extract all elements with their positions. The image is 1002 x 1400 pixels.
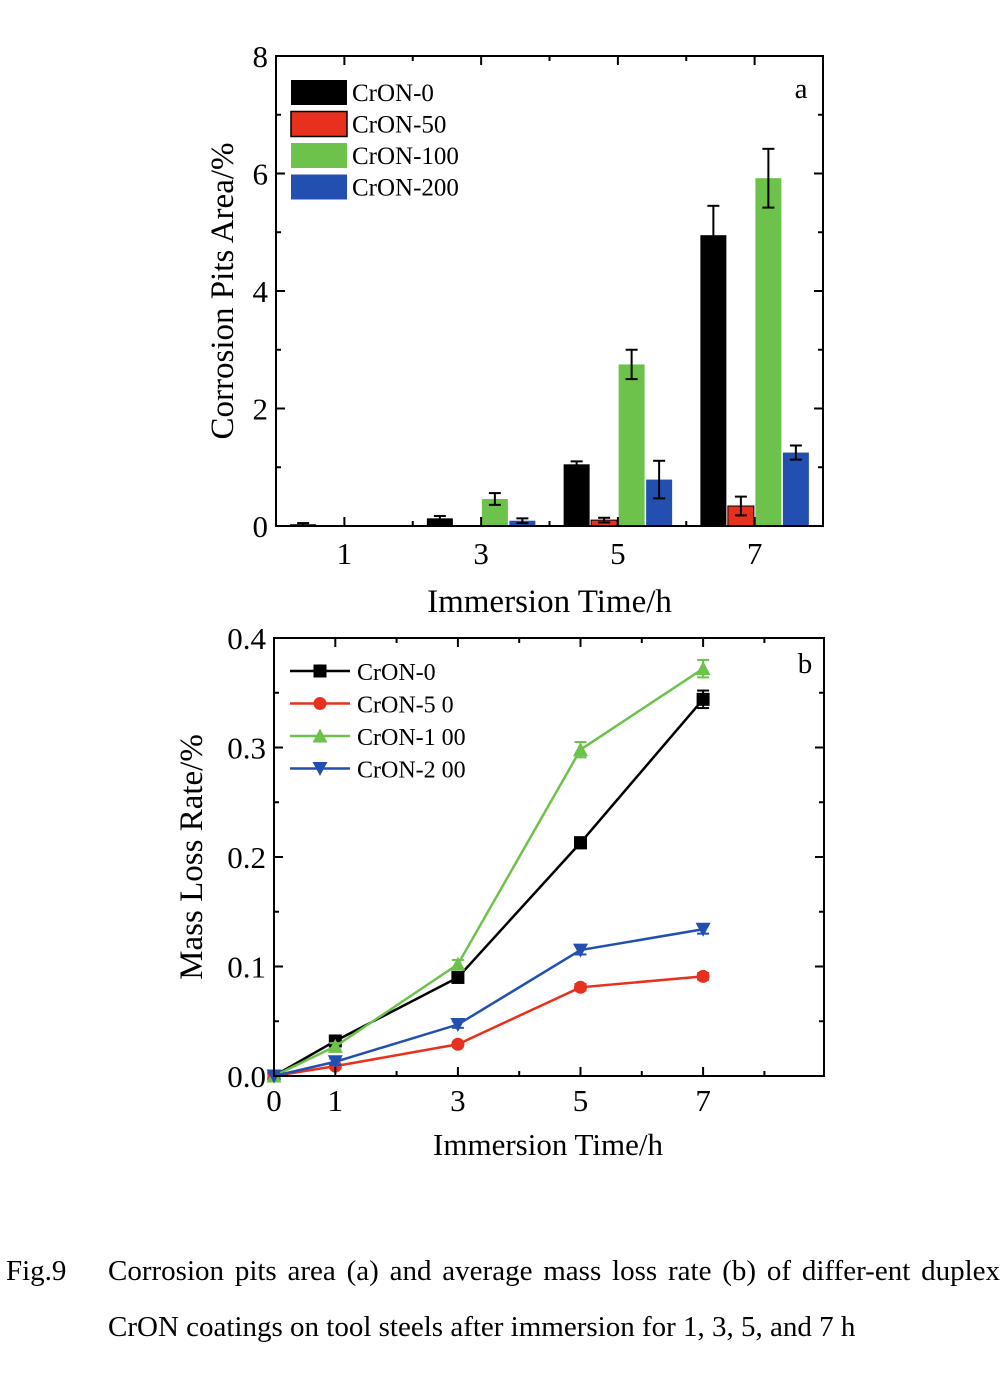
y-tick-label-0.4: 0.4 [227,621,266,656]
x-axis-label: Immersion Time/h [427,584,672,620]
legend-label-cron-50: CrON-50 [352,112,446,139]
legend-label-cron-0: CrON-0 [352,80,434,107]
legend-marker-cron-50 [313,697,327,710]
marker-cron-50-t7 [696,969,710,983]
bar-cron-0-t3 [426,518,453,526]
y-tick-label-2: 2 [253,392,269,427]
x-axis-label: Immersion Time/h [433,1127,663,1162]
x-tick-label-1: 1 [337,536,353,571]
figure-caption: Fig.9 Corrosion pits area (a) and averag… [6,1243,1000,1355]
y-tick-label-0.0: 0.0 [227,1059,266,1094]
y-tick-label-4: 4 [253,274,269,309]
legend-swatch-cron-100 [291,143,347,168]
legend-swatch-cron-50 [290,110,348,138]
x-tick-label-5: 5 [610,536,626,571]
marker-cron-100-t3 [450,956,466,971]
series-line-cron-100 [273,667,704,1078]
legend-marker-cron-200 [312,762,328,776]
x-tick-label-7: 7 [747,536,763,571]
x-tick-label-3: 3 [450,1083,466,1118]
y-axis-label: Mass Loss Rate/% [174,734,210,980]
marker-cron-0-t7 [696,692,710,706]
x-tick-label-1: 1 [328,1083,344,1118]
caption-text: Corrosion pits area (a) and average mass… [108,1255,1000,1343]
series-line-cron-0 [273,698,705,1078]
x-tick-label-5: 5 [573,1083,589,1118]
marker-cron-50-t3 [451,1037,465,1051]
marker-cron-200-t3 [450,1018,466,1033]
marker-cron-0-t5 [574,836,587,850]
x-tick-label-0: 0 [266,1083,282,1118]
legend-marker-cron-100 [312,728,328,743]
legend-swatch-cron-200 [291,174,347,200]
legend-label-cron-200: CrON-2 00 [357,758,466,784]
caption-label: Fig.9 [6,1255,67,1287]
x-tick-label-7: 7 [695,1083,711,1118]
bar-cron-0-t5 [563,464,590,526]
figure: 0 2 4 6 8 1 3 5 7 Immersion Time/h Corrosion Pits … [174,39,825,1162]
legend-label-cron-0: CrON-0 [357,660,436,686]
x-tick-label-3: 3 [473,536,489,571]
legend-label-cron-50: CrON-5 0 [357,693,454,719]
panel-label-b: b [798,648,813,680]
bar-cron-200-t7 [782,452,809,526]
marker-cron-200-t1 [327,1055,343,1070]
panel-label-a: a [795,73,808,105]
marker-cron-50-t5 [574,980,587,994]
legend-label-cron-100: CrON-1 00 [357,725,466,751]
series-line-cron-200 [273,928,704,1078]
panel-a-bar-chart: 0 2 4 6 8 1 3 5 7 Immersion Time/h Corrosion Pits … [205,39,824,620]
bar-cron-0-t7 [700,235,727,526]
legend-label-cron-200: CrON-200 [352,175,459,202]
y-tick-label-0: 0 [253,509,269,544]
legend-marker-cron-0 [313,664,327,678]
marker-cron-200-t5 [573,943,588,958]
legend-label-cron-100: CrON-100 [352,143,459,170]
marker-cron-100-t1 [327,1038,343,1053]
y-axis-label: Corrosion Pits Area/% [205,143,241,440]
y-tick-label-0.1: 0.1 [227,950,266,985]
y-tick-label-0.2: 0.2 [227,840,266,875]
y-tick-label-8: 8 [253,39,269,74]
bar-cron-100-t7 [755,178,782,526]
marker-cron-100-t5 [573,742,588,757]
marker-cron-100-t7 [695,661,711,676]
marker-cron-0-t3 [451,970,465,984]
y-tick-label-0.3: 0.3 [227,731,266,766]
y-tick-label-6: 6 [253,157,269,192]
marker-cron-200-t7 [695,922,711,937]
bar-cron-100-t5 [618,364,645,526]
panel-b-line-chart: 0.0 0.1 0.2 0.3 0.4 0 1 3 5 7 Immersion Time/h Mass… [174,621,825,1162]
legend-swatch-cron-0 [291,80,347,105]
